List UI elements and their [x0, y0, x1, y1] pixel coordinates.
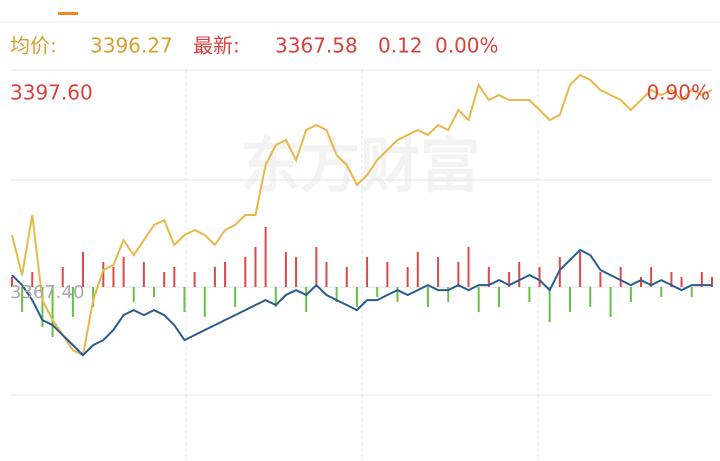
last-label: 最新: — [193, 34, 240, 58]
volume-bar — [528, 287, 531, 302]
volume-bar — [589, 287, 592, 307]
volume-bar — [467, 247, 470, 287]
volume-bar — [183, 287, 186, 312]
header: 均价: 3396.27 最新: 3367.58 0.12 0.00% — [10, 34, 499, 58]
volume-bar — [497, 287, 500, 307]
volume-bar — [619, 267, 622, 287]
volume-bar — [112, 267, 115, 287]
volume-bar — [477, 287, 480, 312]
volume-bar — [386, 262, 389, 287]
volume-bar — [82, 252, 85, 287]
volume-bar — [102, 262, 105, 287]
volume-bar — [264, 227, 267, 287]
volume-bar — [132, 287, 135, 302]
price-line — [11, 248, 712, 357]
volume-bar — [153, 287, 156, 297]
volume-bar — [315, 247, 318, 287]
volume-bar — [376, 287, 379, 297]
volume-bar — [163, 272, 166, 287]
volume-bar — [670, 272, 673, 287]
volume-bar — [295, 257, 298, 287]
y-tick-label: 3367.40 — [10, 282, 84, 303]
volume-bar — [254, 247, 257, 287]
volume-bar — [700, 272, 703, 287]
volume-bar — [173, 267, 176, 287]
price-line — [11, 73, 713, 357]
volume-bar — [193, 272, 196, 287]
volume-bar — [122, 257, 125, 287]
volume-bar — [345, 267, 348, 287]
volume-bar — [690, 287, 693, 297]
volume-bar — [538, 267, 541, 287]
tab-indicator — [58, 12, 78, 15]
last-value: 3367.58 — [275, 34, 358, 58]
pct-label: 0.90% — [646, 81, 710, 105]
volume-bar — [234, 287, 237, 307]
volume-bar — [51, 287, 54, 337]
volume-bar — [711, 277, 713, 287]
avg-value: 3396.27 — [90, 34, 173, 58]
volume-bar — [213, 267, 216, 287]
volume-bar — [203, 287, 206, 317]
avg-label: 均价: — [10, 34, 57, 58]
volume-bar — [457, 262, 460, 287]
change-pct: 0.00% — [435, 34, 499, 58]
volume-bar — [31, 272, 34, 287]
volume-bar — [325, 262, 328, 287]
volume-bar — [660, 287, 663, 297]
volume-bar — [680, 277, 683, 287]
change: 0.12 — [378, 34, 423, 58]
volume-bar — [61, 267, 64, 287]
volume-bar — [41, 287, 44, 327]
volume-bar — [396, 287, 399, 302]
volume-bar — [639, 277, 642, 287]
volume-bar — [142, 262, 145, 287]
volume-bar — [629, 287, 632, 302]
volume-bar — [274, 287, 277, 307]
volume-bar — [284, 252, 287, 287]
volume-bar — [366, 257, 369, 287]
volume-bar — [335, 287, 338, 302]
volume-bar — [568, 287, 571, 312]
volume-bar — [224, 262, 227, 287]
watermark: 东方财富 — [240, 132, 480, 202]
volume-bar — [508, 272, 511, 287]
volume-bar — [548, 287, 551, 322]
y-tick-label: 3397.60 — [10, 81, 93, 105]
volume-bar — [579, 252, 582, 287]
volume-bar — [437, 257, 440, 287]
volume-bar — [406, 267, 409, 287]
volume-bar — [416, 252, 419, 287]
volume-bar — [518, 262, 521, 287]
volume-bar — [305, 287, 308, 312]
volume-bar — [11, 277, 13, 287]
volume-bar — [609, 287, 612, 317]
volume-bar — [650, 267, 653, 287]
volume-bar — [92, 287, 95, 307]
volume-bar — [71, 287, 74, 317]
volume-bar — [21, 287, 24, 312]
volume-bar — [447, 287, 450, 302]
volume-bar — [426, 287, 429, 307]
volume-bar — [244, 257, 247, 287]
volume-bar — [487, 267, 490, 287]
volume-bar — [355, 287, 358, 307]
volume-bar — [599, 272, 602, 287]
